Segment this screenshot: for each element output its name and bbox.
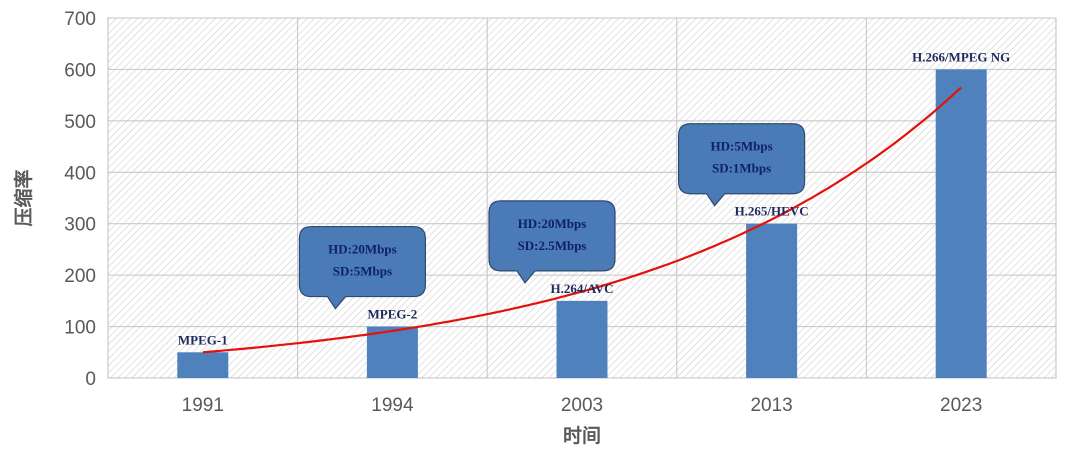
bar-2003 [556,300,608,378]
callout-line: SD:2.5Mbps [518,238,587,253]
callout-line: HD:20Mbps [328,242,397,257]
trend-line [202,86,962,354]
codec-label: H.264/AVC [551,281,614,296]
y-tick-label: 400 [64,163,96,184]
y-tick-label: 700 [64,9,96,30]
y-tick-label: 500 [64,112,96,133]
codec-label: H.265/HEVC [735,204,809,219]
y-tick-label: 300 [64,215,96,236]
bar-2013 [746,223,798,378]
x-tick-label: 2013 [750,395,792,416]
callout-1994: HD:20Mbps SD:5Mbps [298,225,426,310]
y-tick-label: 200 [64,266,96,287]
callout-line: HD:5Mbps [711,139,773,154]
codec-label: MPEG-2 [367,307,417,322]
bar-2023 [935,69,987,378]
bars [177,69,987,378]
y-tick-label: 100 [64,318,96,339]
grid-lines [108,17,1056,378]
y-axis-title: 压缩率 [12,169,35,226]
callout-2013: HD:5Mbps SD:1Mbps [678,123,806,207]
y-axis-ticks: 0 100 200 300 400 500 600 700 [64,9,96,390]
y-tick-label: 0 [85,369,96,390]
x-axis-ticks: 1991 1994 2003 2013 2023 [182,395,983,416]
callout-line: SD:5Mbps [333,264,392,279]
x-axis-title: 时间 [563,425,601,447]
callout-line: SD:1Mbps [712,161,771,176]
x-tick-label: 2003 [561,395,603,416]
callout-line: HD:20Mbps [518,216,587,231]
codec-label: H.266/MPEG NG [912,49,1010,64]
y-tick-label: 600 [64,60,96,81]
bar-labels: MPEG-1 MPEG-2 H.264/AVC H.265/HEVC H.266/MPE… [178,49,1010,347]
bar-1991 [177,352,229,378]
x-tick-label: 2023 [940,395,982,416]
bar-1994 [366,326,418,378]
x-tick-label: 1991 [182,395,224,416]
callout-2003: HD:20Mbps SD:2.5Mbps [488,200,616,284]
callout-bubble [678,123,806,207]
bitrate-callouts: HD:20Mbps SD:5Mbps HD:20Mbps SD:2.5Mbps HD:5… [298,123,806,310]
codec-label: MPEG-1 [178,332,228,347]
x-tick-label: 1994 [371,395,414,416]
callout-bubble [488,200,616,284]
callout-bubble [298,225,426,310]
